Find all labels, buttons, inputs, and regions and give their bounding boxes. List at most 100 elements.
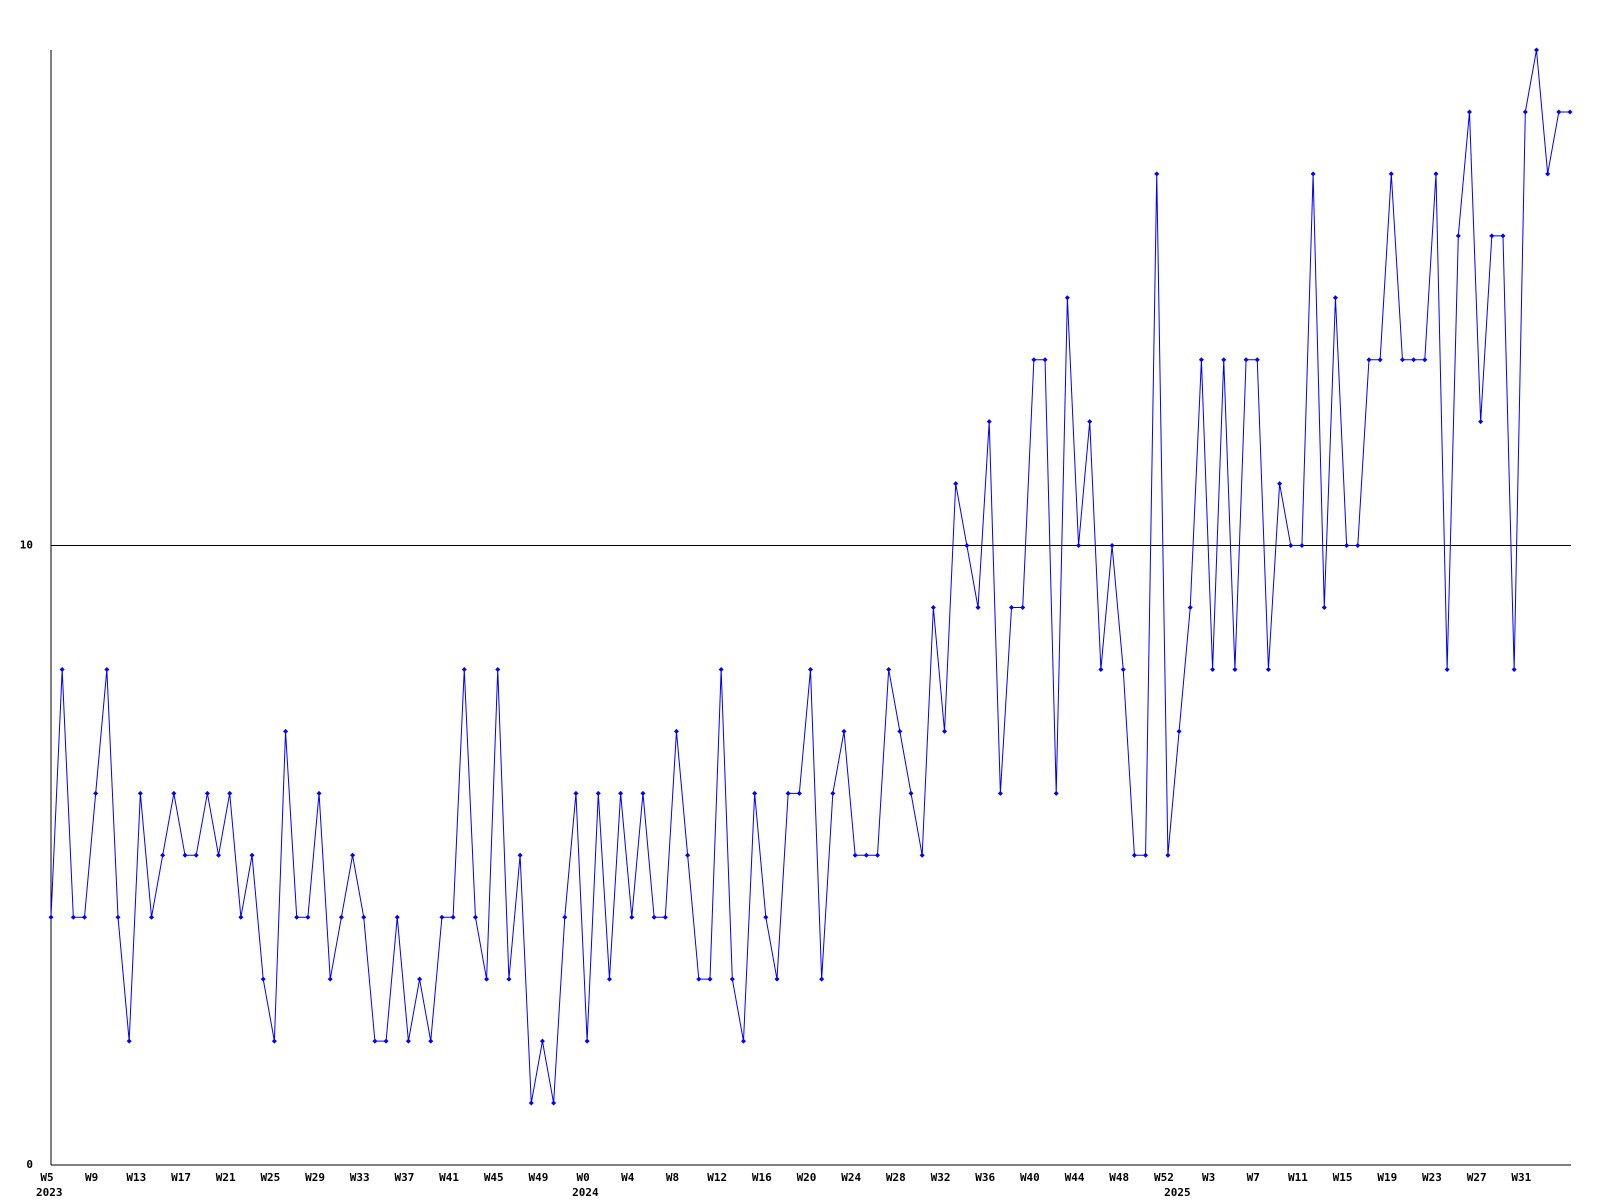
point-marker (271, 1038, 277, 1044)
point-marker (696, 976, 702, 982)
point-marker (752, 790, 758, 796)
point-marker (1042, 357, 1048, 363)
x-tick-label: W28 (886, 1171, 906, 1184)
point-marker (707, 976, 713, 982)
point-marker (283, 728, 289, 734)
point-marker (886, 666, 892, 672)
point-marker (863, 852, 869, 858)
point-marker (1232, 666, 1238, 672)
point-marker (930, 605, 936, 610)
point-marker (897, 728, 903, 734)
point-marker (1299, 543, 1305, 549)
point-marker (1154, 171, 1160, 177)
point-marker (1165, 852, 1171, 858)
point-marker (1411, 357, 1417, 363)
point-marker (1433, 171, 1439, 177)
point-marker (115, 914, 121, 920)
x-tick-label: W24 (841, 1171, 861, 1184)
point-marker (1344, 543, 1350, 549)
point-marker (796, 790, 802, 796)
point-marker (997, 790, 1003, 796)
point-marker (852, 852, 858, 858)
point-marker (305, 914, 311, 920)
point-marker (439, 914, 445, 920)
x-tick-label: W17 (171, 1171, 191, 1184)
point-marker (182, 852, 188, 858)
point-marker (1031, 357, 1037, 363)
x-tick-label: W27 (1467, 1171, 1487, 1184)
point-marker (986, 419, 992, 425)
point-marker (573, 790, 579, 796)
point-marker (82, 914, 88, 920)
point-marker (338, 914, 344, 920)
x-tick-label: W12 (707, 1171, 727, 1184)
point-marker (1064, 295, 1070, 301)
point-marker (238, 914, 244, 920)
point-marker (629, 914, 635, 920)
point-marker (1176, 728, 1182, 734)
point-marker (472, 914, 478, 920)
year-label: 2025 (1164, 1186, 1191, 1199)
point-marker (964, 543, 970, 549)
point-marker (595, 790, 601, 796)
point-marker (1567, 109, 1573, 115)
point-marker (528, 1100, 534, 1106)
point-marker (171, 790, 177, 796)
point-marker (160, 852, 166, 858)
x-tick-label: W23 (1422, 1171, 1442, 1184)
point-marker (606, 976, 612, 982)
point-marker (137, 790, 143, 796)
point-marker (1388, 171, 1394, 177)
point-marker (484, 976, 490, 982)
point-marker (495, 666, 501, 672)
point-marker (1053, 790, 1059, 796)
point-marker (1098, 666, 1104, 672)
point-marker (1109, 543, 1115, 549)
x-tick-label: W40 (1020, 1171, 1040, 1184)
x-tick-label: W48 (1109, 1171, 1129, 1184)
point-marker (1120, 666, 1126, 672)
x-tick-label: W15 (1333, 1171, 1353, 1184)
x-tick-label: W41 (439, 1171, 459, 1184)
point-marker (1377, 357, 1383, 363)
point-marker (1210, 666, 1216, 672)
point-marker (1265, 666, 1271, 672)
point-marker (216, 852, 222, 858)
point-marker (149, 914, 155, 920)
point-marker (517, 852, 523, 858)
x-tick-label: W29 (305, 1171, 325, 1184)
x-tick-label: W32 (931, 1171, 951, 1184)
point-marker (763, 914, 769, 920)
point-marker (685, 852, 691, 858)
point-marker (405, 1038, 411, 1044)
x-tick-label: W44 (1065, 1171, 1085, 1184)
x-tick-label: W25 (260, 1171, 280, 1184)
point-marker (1020, 605, 1026, 610)
point-marker (1355, 543, 1361, 549)
x-tick-label: W5 (40, 1171, 53, 1184)
x-tick-label: W20 (797, 1171, 817, 1184)
y-tick-label: 10 (20, 539, 33, 552)
point-marker (104, 666, 110, 672)
point-marker (1288, 543, 1294, 549)
point-marker (1243, 357, 1249, 363)
point-marker (394, 914, 400, 920)
point-marker (729, 976, 735, 982)
point-marker (372, 1038, 378, 1044)
point-marker (1422, 357, 1428, 363)
point-marker (48, 914, 54, 920)
point-marker (830, 790, 836, 796)
x-tick-label: W45 (484, 1171, 504, 1184)
x-tick-label: W49 (529, 1171, 549, 1184)
point-marker (875, 852, 881, 858)
point-marker (383, 1038, 389, 1044)
x-tick-label: W36 (975, 1171, 995, 1184)
point-marker (808, 666, 813, 672)
point-marker (1500, 233, 1506, 239)
x-tick-label: W21 (216, 1171, 236, 1184)
year-label: 2023 (36, 1186, 63, 1199)
point-marker (1444, 666, 1450, 672)
point-marker (1087, 419, 1093, 425)
point-marker (1221, 357, 1227, 363)
point-marker (975, 605, 981, 610)
